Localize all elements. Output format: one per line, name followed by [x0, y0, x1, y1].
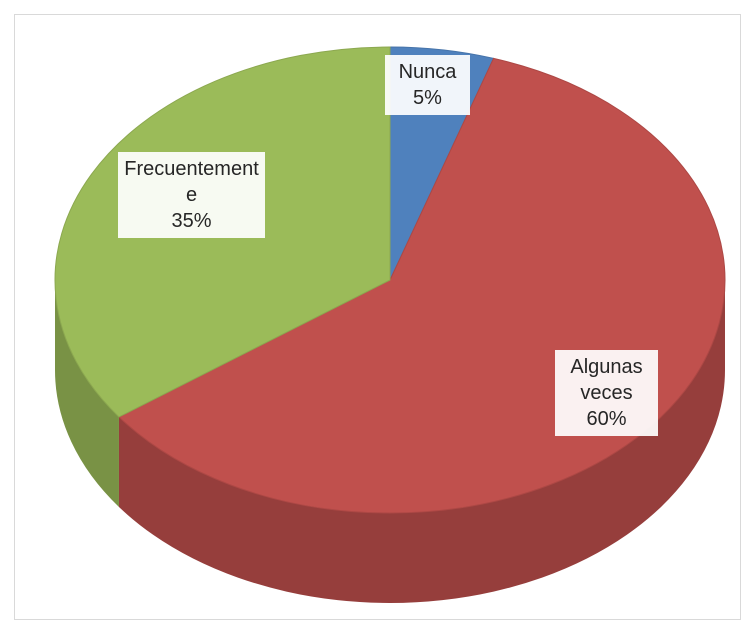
label-category: Algunas veces	[570, 356, 643, 404]
slice-side	[55, 280, 119, 507]
chart-frame	[14, 14, 741, 620]
slice-side	[118, 280, 725, 603]
data-label: Frecuentemente 35%	[118, 152, 265, 238]
label-value: 5%	[413, 87, 442, 109]
data-label: Nunca 5%	[385, 55, 470, 115]
label-category: Frecuentemente	[124, 158, 259, 206]
data-label: Algunas veces 60%	[555, 350, 658, 436]
label-value: 60%	[586, 408, 627, 430]
label-value: 35%	[171, 210, 212, 232]
label-category: Nunca	[398, 61, 457, 83]
